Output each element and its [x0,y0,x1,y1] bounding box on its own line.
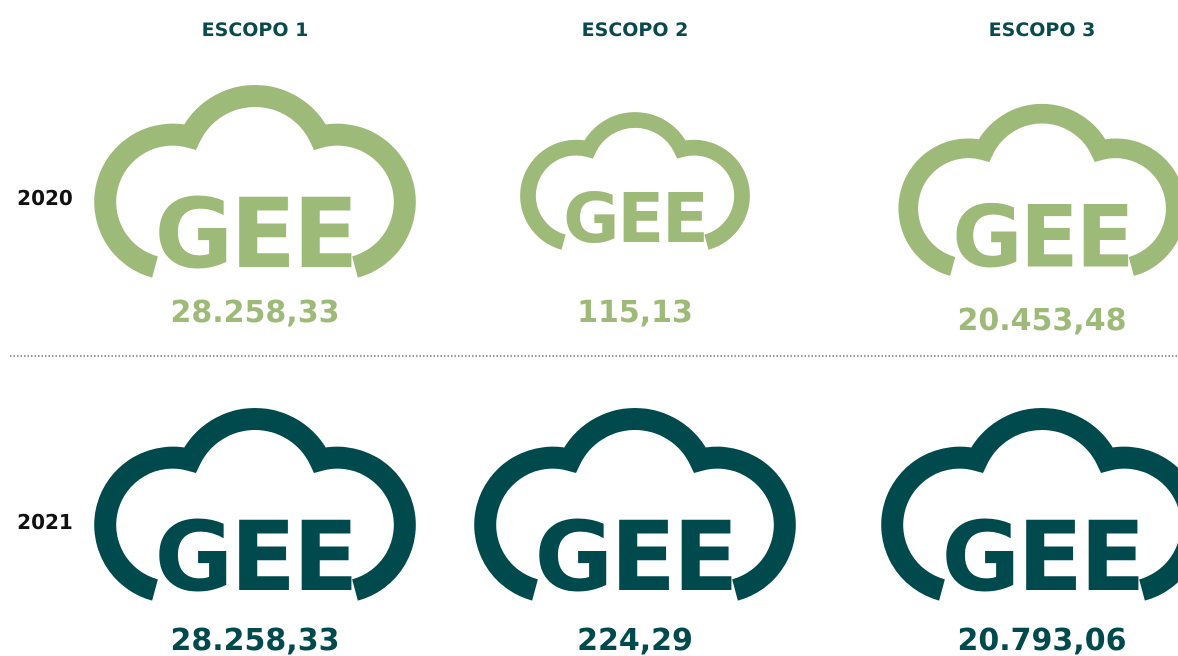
cloud-outline [881,408,1178,601]
column-header: ESCOPO 2 [582,19,689,41]
cloud-icon: GEE [881,408,1178,613]
year-label: 2021 [17,510,73,534]
cloud-icon: GEE [94,408,416,613]
cloud-outline [898,103,1178,276]
icon-label: GEE [563,179,707,259]
cloud-outline [474,408,796,601]
cloud-outline [94,408,416,601]
content: ESCOPO 1 ESCOPO 2 ESCOPO 3 2020 GEE 28.258,33… [17,19,1178,656]
cloud-icon: GEE [520,112,750,259]
emission-value: 20.793,06 [958,623,1127,656]
cloud-icon: GEE [898,103,1178,287]
column-header: ESCOPO 3 [989,19,1096,41]
column-header: ESCOPO 1 [202,19,309,41]
year-label: 2020 [17,186,73,210]
emission-value: 20.453,48 [958,303,1127,338]
icon-label: GEE [535,501,736,613]
emission-value: 115,13 [577,295,693,330]
emission-value: 28.258,33 [171,623,340,656]
icon-label: GEE [155,501,356,613]
icon-label: GEE [155,178,356,290]
cloud-icon: GEE [94,85,416,290]
cloud-outline [94,85,416,278]
cloud-icon: GEE [474,408,796,613]
cloud-outline [520,112,750,250]
emission-value: 28.258,33 [171,295,340,330]
icon-label: GEE [952,187,1131,287]
emission-value: 224,29 [577,623,693,656]
icon-label: GEE [942,501,1143,613]
